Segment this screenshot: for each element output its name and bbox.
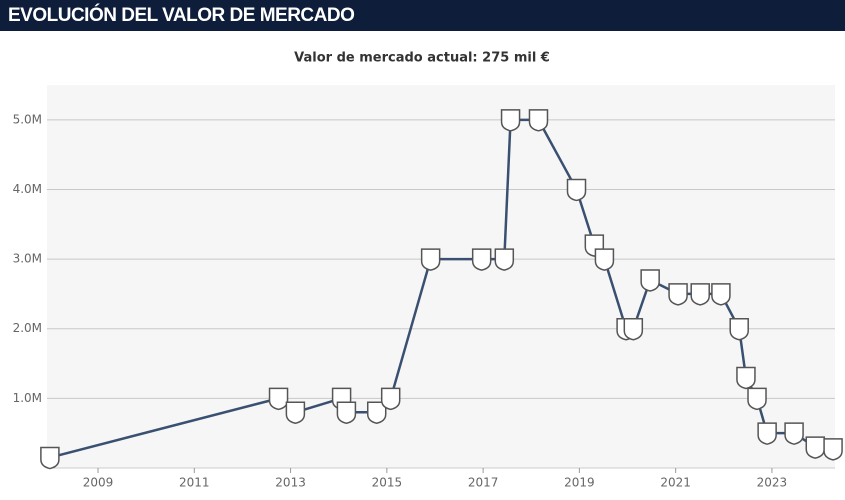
x-tick-label: 2021 <box>660 476 691 490</box>
point-crest <box>757 422 777 445</box>
point-crest <box>690 283 710 306</box>
point-crest <box>823 438 843 461</box>
point-crest <box>736 366 756 390</box>
point-crest <box>420 248 441 271</box>
point-crest <box>500 109 521 132</box>
y-tick-label: 1.0M <box>13 391 42 405</box>
point-crest <box>640 269 660 292</box>
point-crest <box>336 401 357 425</box>
y-tick-label: 4.0M <box>13 182 42 196</box>
point-crest <box>729 317 749 341</box>
point-crest <box>40 446 60 470</box>
chart: Valor de mercado actual: 275 mil € 1.0M 2… <box>13 51 843 490</box>
point-crest <box>494 248 515 271</box>
point-crest <box>285 401 306 425</box>
point-crest <box>668 283 688 306</box>
point-crest <box>380 387 401 411</box>
header-title: EVOLUCIÓN DEL VALOR DE MERCADO <box>0 0 845 31</box>
x-tick-label: 2023 <box>757 476 788 490</box>
point-crest <box>623 317 644 341</box>
y-tick-label: 2.0M <box>13 321 42 335</box>
point-crest <box>594 248 615 271</box>
point-crest <box>268 387 289 411</box>
point-crest <box>566 178 587 202</box>
x-tick-label: 2009 <box>83 476 114 490</box>
x-tick-label: 2015 <box>372 476 403 490</box>
y-tick-label: 5.0M <box>13 112 42 126</box>
point-crest <box>471 248 492 271</box>
point-crest <box>528 109 549 132</box>
point-crest <box>711 283 731 306</box>
x-tick-label: 2011 <box>179 476 210 490</box>
x-tick-label: 2013 <box>275 476 306 490</box>
plot-area <box>47 85 835 468</box>
point-crest <box>805 436 826 459</box>
x-tick-label: 2019 <box>564 476 595 490</box>
x-tick-label: 2017 <box>468 476 499 490</box>
point-crest <box>747 387 767 411</box>
point-crest <box>366 401 387 425</box>
point-crest <box>784 422 804 445</box>
y-tick-label: 3.0M <box>13 252 42 266</box>
chart-subtitle: Valor de mercado actual: 275 mil € <box>294 51 550 66</box>
